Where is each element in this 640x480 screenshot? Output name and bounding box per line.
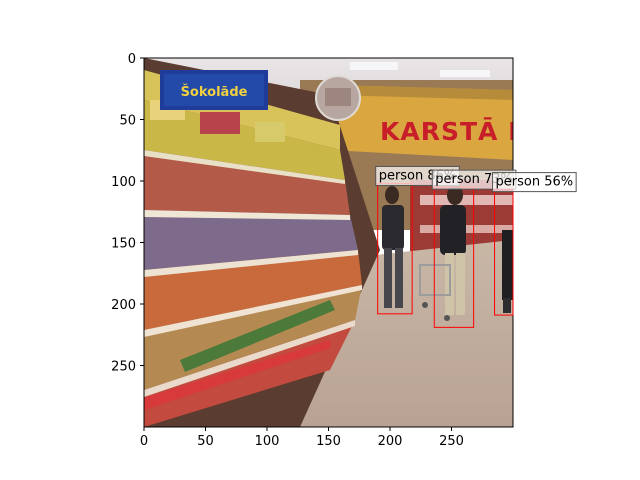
y-tick-label: 100 [111, 175, 136, 190]
y-tick-label: 150 [111, 237, 136, 252]
person-silhouette-3 [502, 230, 513, 313]
y-tick-label: 200 [111, 298, 136, 313]
y-tick-label: 50 [119, 114, 136, 129]
x-tick-label: 50 [197, 434, 214, 449]
detection-label-bg [492, 172, 577, 193]
x-tick-label: 0 [140, 434, 148, 449]
detection-label-text: person 56% [496, 175, 574, 190]
person-silhouette-1 [382, 186, 404, 308]
x-tick-label: 200 [378, 434, 403, 449]
banner-text: KARSTĀ MA [380, 117, 554, 146]
x-tick-label: 100 [255, 434, 280, 449]
x-tick-label: 250 [439, 434, 464, 449]
detection-label: person 56% [492, 172, 577, 193]
y-tick-label: 0 [128, 52, 136, 67]
y-tick-label: 250 [111, 360, 136, 375]
detections: person 86%person 73%person 56% [375, 165, 577, 328]
photo: Šokolāde KARSTĀ MA [144, 58, 554, 427]
x-tick-label: 150 [316, 434, 341, 449]
axis-ticks: 0 50 100 150 200 250 0 50 100 150 200 250 [111, 52, 464, 449]
person-silhouette-2 [419, 185, 466, 321]
sign-text: Šokolāde [181, 84, 248, 100]
